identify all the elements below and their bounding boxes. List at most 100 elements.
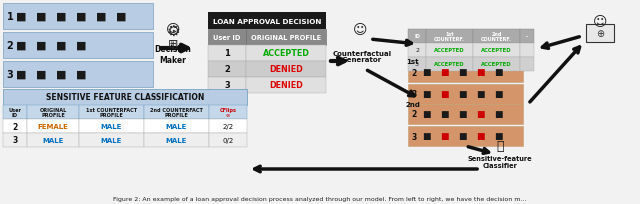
Bar: [520, 58, 534, 72]
Bar: [144, 133, 209, 147]
Text: ■: ■: [493, 90, 502, 99]
Text: ACCEPTED: ACCEPTED: [262, 49, 309, 58]
Text: ■: ■: [422, 132, 430, 141]
Bar: [79, 133, 144, 147]
Bar: [3, 105, 27, 119]
Text: ACCEPTED: ACCEPTED: [481, 62, 512, 67]
Text: ■: ■: [440, 68, 448, 77]
Text: ■: ■: [476, 110, 484, 119]
Text: 0/2: 0/2: [222, 137, 234, 143]
Bar: [3, 90, 247, 105]
Text: ■: ■: [493, 132, 502, 141]
Text: 3: 3: [224, 81, 230, 90]
Text: ■: ■: [16, 12, 26, 22]
Bar: [79, 119, 144, 133]
Bar: [246, 62, 326, 78]
Text: ORIGINAL
PROFILE: ORIGINAL PROFILE: [39, 107, 67, 118]
Bar: [246, 78, 326, 94]
Text: ⊕: ⊕: [596, 29, 604, 39]
Text: ■: ■: [458, 90, 467, 99]
Text: ACCEPTED: ACCEPTED: [481, 48, 512, 53]
Text: ■: ■: [116, 12, 126, 22]
Text: 1: 1: [6, 12, 13, 22]
Text: 3: 3: [412, 132, 417, 141]
Bar: [473, 44, 520, 58]
Text: 2nd COUNTERFACT
PROFILE: 2nd COUNTERFACT PROFILE: [150, 107, 203, 118]
Text: 3: 3: [412, 90, 417, 99]
Text: 2/2: 2/2: [223, 123, 234, 129]
Bar: [246, 30, 326, 46]
Text: User ID: User ID: [213, 35, 241, 41]
Bar: [408, 126, 523, 146]
Text: ☺: ☺: [593, 15, 607, 29]
Text: 2nd
COUNTERF.: 2nd COUNTERF.: [481, 31, 512, 42]
Text: ■: ■: [422, 90, 430, 99]
Text: MALE: MALE: [166, 123, 187, 129]
Text: ■: ■: [36, 70, 46, 80]
Text: ⬛: ⬛: [170, 38, 176, 48]
Bar: [426, 44, 473, 58]
Text: LOAN APPROVAL DECISION: LOAN APPROVAL DECISION: [213, 18, 321, 24]
Text: 1st: 1st: [406, 59, 419, 65]
Text: ACCEPTED: ACCEPTED: [434, 48, 465, 53]
Text: ■: ■: [16, 41, 26, 51]
Text: ■: ■: [76, 41, 86, 51]
Text: 1: 1: [224, 49, 230, 58]
Bar: [79, 105, 144, 119]
Text: ORIGINAL PROFILE: ORIGINAL PROFILE: [251, 35, 321, 41]
Text: DENIED: DENIED: [269, 81, 303, 90]
Bar: [3, 119, 27, 133]
Text: ■: ■: [96, 12, 106, 22]
Text: ■: ■: [440, 90, 448, 99]
Text: MALE: MALE: [42, 137, 64, 143]
Bar: [408, 104, 523, 124]
Text: 🔬: 🔬: [496, 140, 504, 153]
Text: ■: ■: [458, 68, 467, 77]
Bar: [209, 133, 247, 147]
Bar: [586, 25, 614, 43]
Text: 2: 2: [412, 68, 417, 77]
Text: ■: ■: [493, 68, 502, 77]
Bar: [27, 119, 79, 133]
Bar: [3, 133, 27, 147]
Bar: [209, 105, 247, 119]
Bar: [408, 30, 426, 44]
Bar: [408, 63, 523, 83]
Text: 2: 2: [415, 48, 419, 53]
Text: User
ID: User ID: [8, 107, 22, 118]
Bar: [3, 4, 153, 30]
Text: Counterfactual
Generator: Counterfactual Generator: [332, 50, 392, 63]
Text: ■: ■: [36, 12, 46, 22]
Text: Decision
Maker: Decision Maker: [155, 45, 191, 64]
Text: 2nd: 2nd: [406, 102, 421, 108]
Bar: [208, 62, 246, 78]
Bar: [208, 78, 246, 94]
Text: Figure 2: An example of a loan approval decision process analyzed through our mo: Figure 2: An example of a loan approval …: [113, 196, 527, 202]
Bar: [208, 13, 326, 30]
Text: 2: 2: [224, 65, 230, 74]
Text: 2: 2: [6, 41, 13, 51]
Text: ■: ■: [440, 110, 448, 119]
Text: ■: ■: [476, 132, 484, 141]
Text: ■: ■: [440, 132, 448, 141]
Bar: [27, 105, 79, 119]
Bar: [208, 30, 246, 46]
Bar: [408, 44, 426, 58]
Text: -: -: [526, 34, 528, 39]
Bar: [520, 30, 534, 44]
Text: ⊞: ⊞: [168, 38, 179, 51]
Bar: [473, 58, 520, 72]
Text: ■: ■: [458, 110, 467, 119]
Bar: [209, 119, 247, 133]
Bar: [27, 133, 79, 147]
Text: 3: 3: [6, 70, 13, 80]
Text: DENIED: DENIED: [269, 65, 303, 74]
Text: 2: 2: [12, 122, 18, 131]
Text: ■: ■: [458, 132, 467, 141]
Text: ■: ■: [493, 110, 502, 119]
Bar: [144, 105, 209, 119]
Text: ID: ID: [414, 34, 420, 39]
Text: ■: ■: [476, 90, 484, 99]
Text: MALE: MALE: [101, 137, 122, 143]
Bar: [3, 33, 153, 59]
